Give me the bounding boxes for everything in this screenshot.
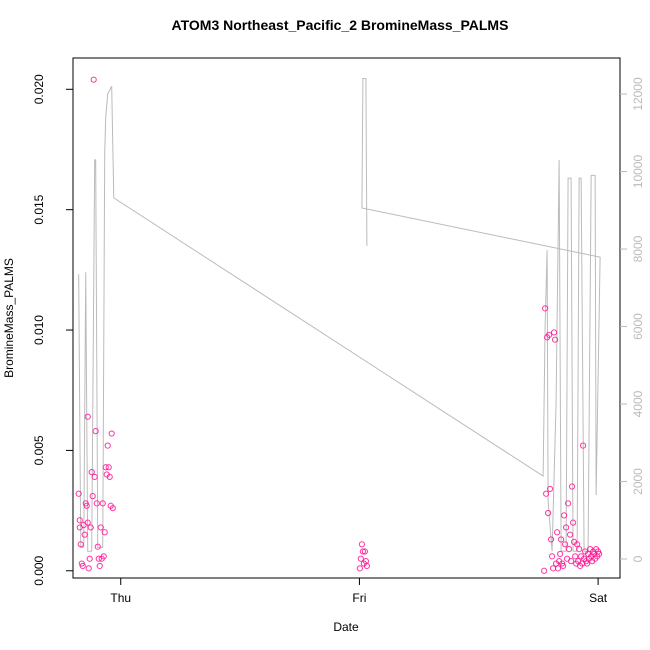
data-point [88,468,95,476]
data-point [361,548,368,555]
x-tick-label: Thu [110,591,131,605]
y2-tick-label: 10000 [631,155,645,189]
data-point [596,550,603,558]
data-point [545,331,553,338]
data-point [548,553,556,560]
data-point [356,565,363,572]
data-point [87,524,94,531]
plot-box [72,57,621,579]
y-tick-label: 0.015 [32,194,46,224]
data-point [562,541,569,548]
data-point [560,562,567,570]
y-tick-label: 0.005 [32,435,46,465]
data-point [84,519,91,526]
y-tick-label: 0.010 [32,315,46,345]
data-point [546,485,554,493]
data-point [77,541,84,548]
data-point [358,541,366,548]
data-point [363,562,370,570]
data-point [105,464,112,471]
data-point [100,553,107,560]
data-point [92,428,99,435]
data-point [359,548,367,555]
data-point [554,565,562,572]
data-point [553,529,561,536]
data-point [567,558,575,565]
data-point [562,524,570,531]
data-point [543,490,550,497]
data-point [76,517,83,524]
y2-tick-label: 8000 [631,235,645,262]
data-point [109,505,116,512]
data-point [95,555,102,562]
y2-tick-label: 12000 [631,77,645,111]
data-point [93,500,100,507]
data-point [542,305,549,312]
data-point [569,519,577,526]
data-point [89,493,96,500]
data-point [81,531,88,538]
data-point [568,483,576,490]
data-point [75,490,82,497]
y2-tick-label: 6000 [631,313,645,340]
data-point [565,546,573,553]
y-tick-label: 0.020 [32,74,46,104]
data-point [104,442,111,449]
x-tick-label: Fri [352,591,366,605]
data-point [558,536,565,543]
data-point [547,536,555,543]
data-point [101,529,108,536]
data-point [97,524,104,531]
y2-tick-label: 4000 [631,390,645,417]
data-point [108,430,115,437]
data-point [85,565,92,572]
data-point [572,553,579,560]
data-point [96,562,103,570]
y-axis-label: BromineMass_PALMS [2,258,16,378]
data-point [551,336,559,343]
data-point [566,531,574,538]
data-point [357,555,364,562]
y2-tick-label: 0 [631,555,645,562]
data-point [84,413,91,420]
data-point [86,555,93,562]
data-point [90,76,97,83]
data-point [564,500,572,507]
data-point [83,502,90,509]
data-point [541,567,548,574]
data-point [576,546,583,553]
data-point [94,543,101,550]
data-point [102,464,109,471]
data-point [557,550,564,558]
data-point [91,473,98,480]
x-axis-label: Date [333,620,359,634]
data-point [550,329,558,336]
data-point [99,500,106,507]
data-point [580,442,587,449]
data-point [106,473,113,480]
y-tick-label: 0.000 [32,555,46,585]
chart-title: ATOM3 Northeast_Pacific_2 BromineMass_PA… [172,17,509,33]
data-point [79,562,86,570]
y2-tick-label: 2000 [631,468,645,495]
data-point [544,509,552,517]
data-point [561,512,568,519]
x-tick-label: Sat [589,591,608,605]
series-line [78,78,601,552]
